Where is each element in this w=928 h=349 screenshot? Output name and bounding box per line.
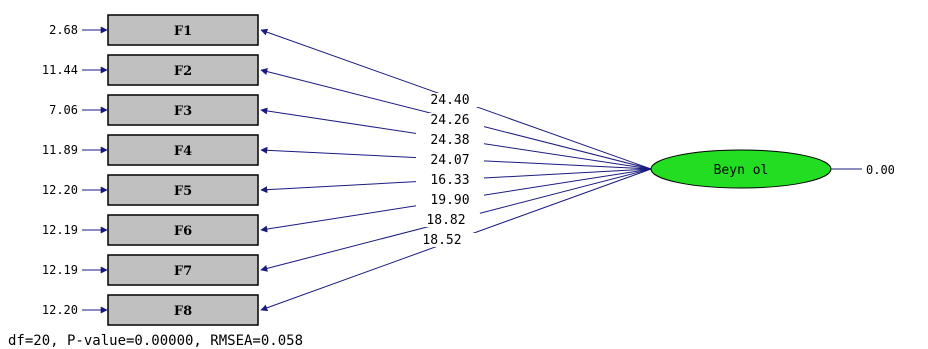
observed-variable-label: F4 <box>174 144 192 159</box>
observed-variable-box-f5[interactable] <box>107 174 259 206</box>
error-variance-label: 2.68 <box>49 23 78 37</box>
observed-variable-box-f8[interactable] <box>107 294 259 326</box>
error-variance-label: 12.20 <box>42 183 78 197</box>
path-coefficient-label: 24.40 <box>430 93 469 108</box>
error-variance-label: 12.19 <box>42 223 78 237</box>
coefficient-background <box>416 153 484 167</box>
path-coefficient-label: 18.82 <box>426 213 465 228</box>
observed-variable-box-f4[interactable] <box>107 134 259 166</box>
observed-variable-box-f6[interactable] <box>107 214 259 246</box>
coefficient-background <box>416 113 484 127</box>
coefficient-background <box>416 173 484 187</box>
observed-variable-label: F3 <box>174 104 192 119</box>
observed-variable-label: F5 <box>174 184 192 199</box>
latent-variance-label: 0.00 <box>866 163 895 177</box>
path-coefficient-label: 24.26 <box>430 113 469 128</box>
observed-variable-box-f1[interactable] <box>107 14 259 46</box>
coefficient-background <box>416 193 484 207</box>
error-variance-label: 12.19 <box>42 263 78 277</box>
path-coefficient-label: 24.38 <box>430 133 469 148</box>
error-variance-label: 11.89 <box>42 143 78 157</box>
latent-variable-label: Beyn ol <box>714 163 769 178</box>
observed-variable-box-f3[interactable] <box>107 94 259 126</box>
fit-statistics: df=20, P-value=0.00000, RMSEA=0.058 <box>8 333 303 349</box>
observed-variable-label: F2 <box>174 64 192 79</box>
error-variance-label: 12.20 <box>42 303 78 317</box>
path-coefficient-label: 18.52 <box>422 233 461 248</box>
observed-variable-label: F6 <box>174 224 192 239</box>
coefficient-background <box>412 213 480 227</box>
path-coefficient-label: 19.90 <box>430 193 469 208</box>
observed-variable-label: F7 <box>174 264 192 279</box>
observed-variable-label: F1 <box>174 24 192 39</box>
observed-variable-label: F8 <box>174 304 192 319</box>
coefficient-background <box>416 133 484 147</box>
coefficient-background <box>408 233 476 247</box>
observed-variable-box-f2[interactable] <box>107 54 259 86</box>
error-variance-label: 7.06 <box>49 103 78 117</box>
error-variance-label: 11.44 <box>42 63 78 77</box>
observed-variable-box-f7[interactable] <box>107 254 259 286</box>
path-coefficient-label: 24.07 <box>430 153 469 168</box>
path-coefficient-label: 16.33 <box>430 173 469 188</box>
coefficient-background <box>416 93 484 107</box>
